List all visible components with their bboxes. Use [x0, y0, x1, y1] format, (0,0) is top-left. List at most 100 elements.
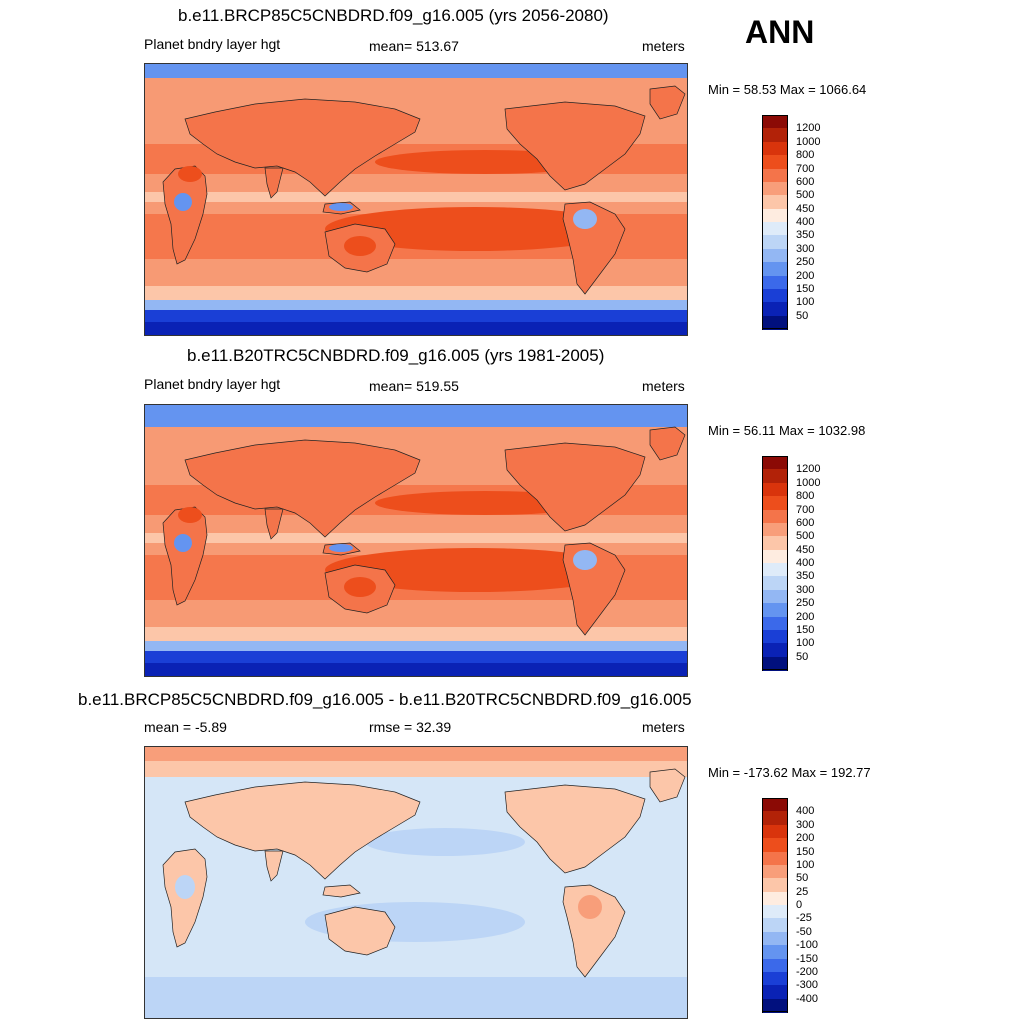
colorbar-swatch	[762, 824, 788, 839]
colorbar-swatch	[762, 905, 788, 919]
colorbar-swatch	[762, 851, 788, 866]
colorbar-swatch	[762, 168, 788, 183]
mean-label: mean = -5.89	[144, 719, 227, 735]
colorbar-tick-label: 400	[796, 557, 815, 569]
colorbar-tick-label: 450	[796, 543, 815, 556]
colorbar-swatch	[762, 181, 788, 196]
mean-label: mean= 513.67	[369, 38, 459, 54]
colorbar-swatch	[762, 115, 788, 129]
colorbar-tick-label: 350	[796, 570, 815, 583]
minmax-label: Min = 58.53 Max = 1066.64	[708, 82, 867, 97]
colorbar-swatch	[762, 248, 788, 263]
colorbar-swatch	[762, 315, 788, 330]
colorbar-swatch	[762, 798, 788, 812]
colorbar-swatch	[762, 643, 788, 658]
colorbar-tick-label: 50	[796, 872, 809, 885]
map-future	[144, 63, 688, 336]
colorbar-swatch	[762, 482, 788, 497]
colorbar-difference: 400 300 200 150 100 50 25 0 -25 -50 -100 -150 -200 -3…	[762, 798, 842, 1013]
colorbar-tick-label: 150	[796, 623, 815, 636]
colorbar-swatch	[762, 931, 788, 946]
minmax-label: Min = -173.62 Max = 192.77	[708, 765, 871, 780]
colorbar-swatch	[762, 536, 788, 551]
map-difference	[144, 746, 688, 1019]
colorbar-tick-label: -400	[796, 992, 819, 1005]
mean-label: mean= 519.55	[369, 378, 459, 394]
colorbar-swatch	[762, 141, 788, 156]
colorbar-tick-label: 150	[796, 282, 815, 295]
colorbar-tick-label: 150	[796, 845, 815, 858]
colorbar-swatch	[762, 918, 788, 933]
colorbar-tick-label: 50	[796, 650, 809, 663]
colorbar-swatch	[762, 549, 788, 564]
colorbar-swatch	[762, 603, 788, 617]
variable-label: Planet bndry layer hgt	[144, 36, 281, 52]
colorbar-swatch	[762, 864, 788, 879]
colorbar-tick-label: 300	[796, 818, 815, 831]
colorbar-tick-label: 250	[796, 597, 815, 610]
colorbar-tick-label: 25	[796, 885, 809, 898]
colorbar-swatch	[762, 222, 788, 236]
colorbar-swatch	[762, 811, 788, 826]
minmax-label: Min = 56.11 Max = 1032.98	[708, 423, 866, 438]
colorbar-tick-label: 500	[796, 189, 815, 202]
units-label: meters	[642, 378, 685, 394]
colorbar-swatch	[762, 275, 788, 290]
colorbar-tick-label: 1200	[796, 463, 821, 476]
colorbar-swatch	[762, 302, 788, 317]
colorbar-swatch	[762, 522, 788, 537]
colorbar-swatch	[762, 878, 788, 893]
colorbar-tick-label: 1000	[796, 135, 821, 148]
colorbar-tick-label: 700	[796, 162, 815, 175]
colorbar-tick-label: 100	[796, 637, 815, 650]
colorbar-swatch	[762, 563, 788, 577]
colorbar-historical: 1200 1000 800 700 600 500 450 400 350 300 250 200 15…	[762, 456, 842, 671]
colorbar-swatch	[762, 629, 788, 644]
map-field	[145, 747, 687, 1018]
colorbar-tick-label: -300	[796, 979, 819, 992]
colorbar-tick-label: 0	[796, 899, 803, 911]
units-label: meters	[642, 719, 685, 735]
colorbar-tick-label: 1000	[796, 476, 821, 489]
colorbar-swatch	[762, 262, 788, 276]
colorbar-swatch	[762, 509, 788, 524]
colorbar-swatch	[762, 288, 788, 303]
colorbar-tick-label: -100	[796, 939, 819, 952]
variable-label: Planet bndry layer hgt	[144, 376, 281, 392]
colorbar-swatch	[762, 208, 788, 223]
colorbar-tick-label: 500	[796, 530, 815, 543]
colorbar-tick-label: 600	[796, 175, 815, 188]
colorbar-tick-label: 450	[796, 202, 815, 215]
colorbar-tick-label: 200	[796, 269, 815, 282]
colorbar-swatch	[762, 469, 788, 484]
colorbar-swatch	[762, 971, 788, 986]
colorbar-tick-label: 700	[796, 503, 815, 516]
colorbar-tick-label: 350	[796, 229, 815, 242]
colorbar-tick-label: 200	[796, 832, 815, 845]
colorbar-swatch	[762, 128, 788, 143]
map-field	[145, 64, 687, 335]
map-historical	[144, 404, 688, 677]
colorbar-tick-label: 250	[796, 256, 815, 269]
colorbar-tick-label: 1200	[796, 122, 821, 135]
colorbar-tick-label: 50	[796, 309, 809, 322]
colorbar-swatch	[762, 576, 788, 591]
panel-title: b.e11.B20TRC5CNBDRD.f09_g16.005 (yrs 198…	[187, 346, 605, 365]
colorbar-swatch	[762, 616, 788, 631]
colorbar-swatch	[762, 496, 788, 510]
colorbar-tick-label: 400	[796, 216, 815, 228]
colorbar-tick-label: 400	[796, 805, 815, 818]
colorbar-swatch	[762, 195, 788, 210]
colorbar-tick-label: -150	[796, 952, 819, 965]
colorbar-swatch	[762, 945, 788, 959]
colorbar-swatch	[762, 235, 788, 250]
colorbar-swatch	[762, 456, 788, 470]
colorbar-tick-label: 300	[796, 242, 815, 255]
colorbar-tick-label: -50	[796, 925, 812, 938]
colorbar-swatch	[762, 589, 788, 604]
colorbar-tick-label: 800	[796, 149, 815, 162]
colorbar-tick-label: -200	[796, 965, 819, 978]
colorbar-tick-label: -25	[796, 912, 812, 925]
colorbar-tick-label: 600	[796, 516, 815, 529]
rmse-label: rmse = 32.39	[369, 719, 452, 735]
